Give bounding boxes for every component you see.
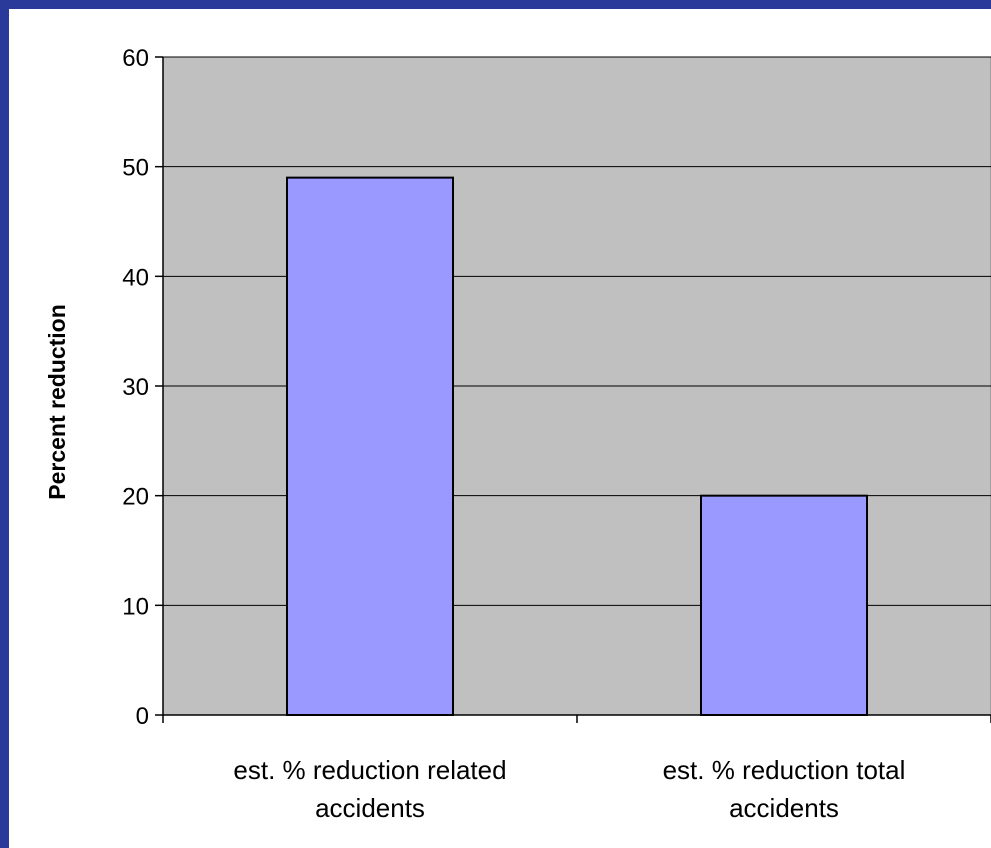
y-axis-title: Percent reduction bbox=[44, 304, 70, 500]
y-tick-label: 30 bbox=[122, 374, 149, 401]
bars bbox=[286, 176, 868, 716]
bar bbox=[700, 494, 868, 716]
y-tick-label: 0 bbox=[136, 703, 149, 730]
y-tick-label: 40 bbox=[122, 264, 149, 291]
y-tick-label: 10 bbox=[122, 593, 149, 620]
x-category-label-line: accidents bbox=[729, 793, 839, 823]
x-category-label-line: est. % reduction related bbox=[233, 755, 506, 785]
chart-canvas: 0 10 20 30 40 50 60 est. % reduction related acc… bbox=[9, 9, 991, 848]
axis-labels: 0 10 20 30 40 50 60 est. % reduction related acc… bbox=[122, 45, 905, 823]
x-category-label-line: accidents bbox=[315, 793, 425, 823]
bar bbox=[286, 176, 454, 716]
x-category-label: est. % reduction total accidents bbox=[663, 755, 906, 823]
y-tick-label: 60 bbox=[122, 45, 149, 72]
axes bbox=[155, 56, 991, 723]
y-tick-label: 20 bbox=[122, 484, 149, 511]
x-category-label: est. % reduction related accidents bbox=[233, 755, 506, 823]
y-tick-label: 50 bbox=[122, 155, 149, 182]
bar-chart: 0 10 20 30 40 50 60 est. % reduction related acc… bbox=[44, 45, 991, 823]
x-category-label-line: est. % reduction total bbox=[663, 755, 906, 785]
